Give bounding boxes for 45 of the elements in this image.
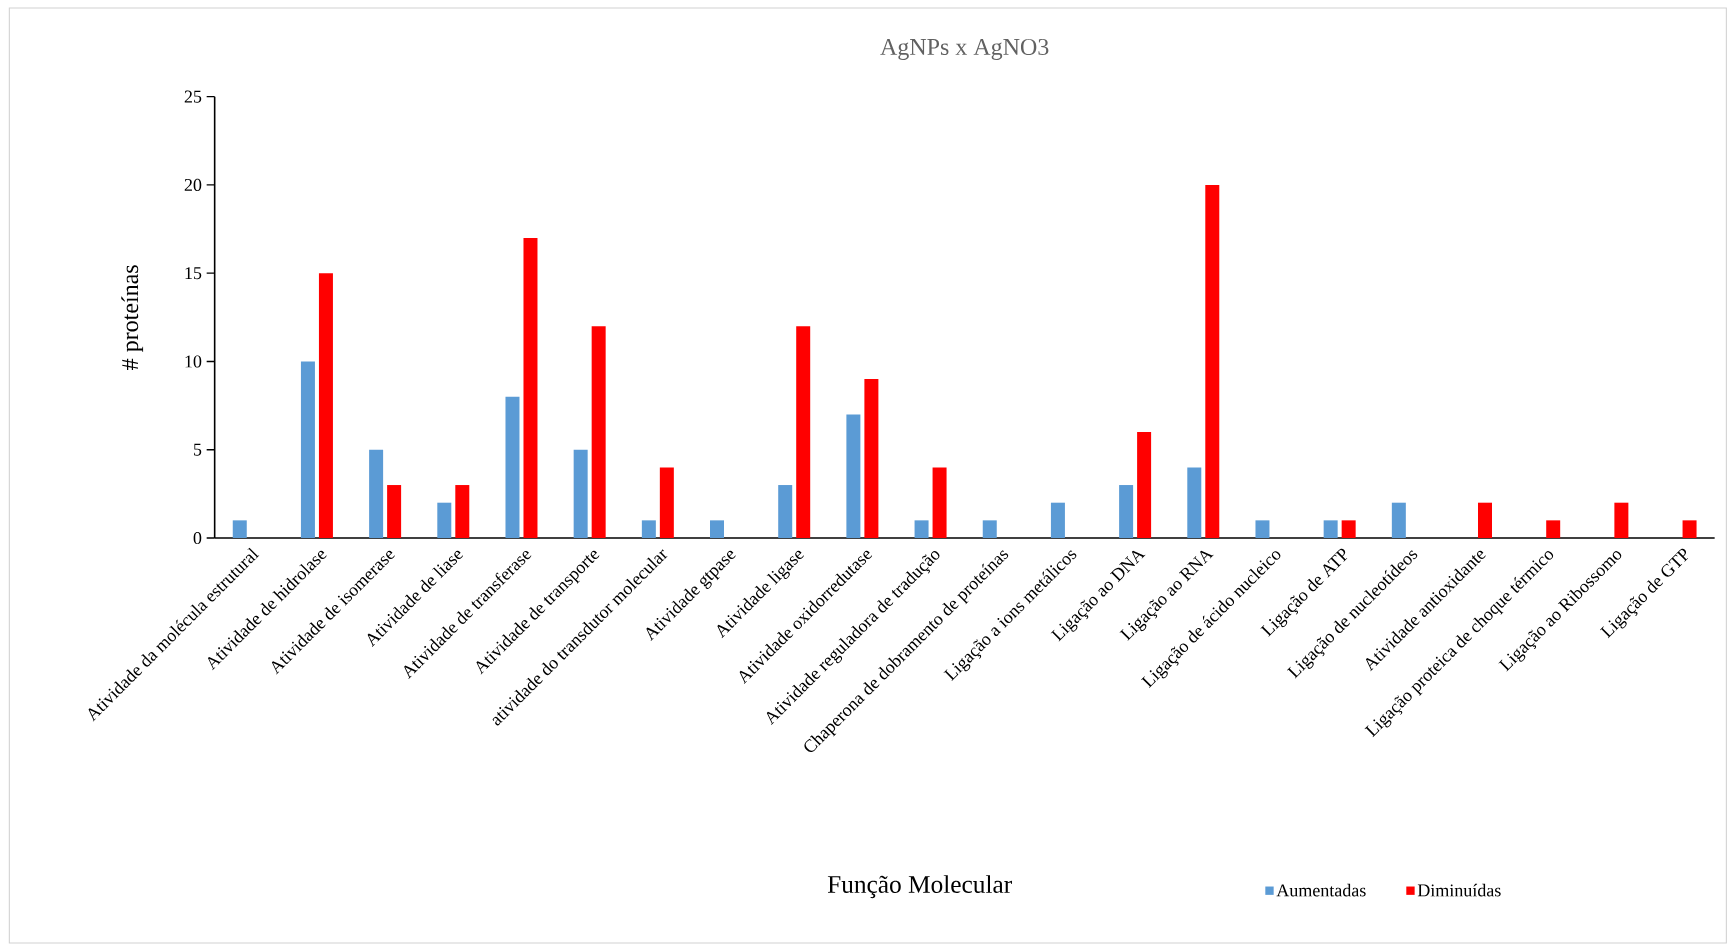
- bar: [387, 485, 402, 538]
- y-tick-label: 10: [185, 355, 202, 368]
- y-axis-title: # proteínas: [121, 265, 144, 370]
- bar: [710, 520, 725, 538]
- bar: [232, 520, 247, 538]
- bar: [1614, 502, 1629, 538]
- bar: [846, 414, 861, 538]
- legend-label: Diminuídas: [1417, 883, 1501, 897]
- bar: [1546, 520, 1561, 538]
- bar: [1119, 485, 1134, 538]
- bar: [505, 396, 520, 538]
- bar: [300, 361, 315, 538]
- bar: [1391, 502, 1406, 538]
- legend-label: Aumentadas: [1276, 883, 1366, 897]
- bar: [591, 326, 606, 538]
- bar: [982, 520, 997, 538]
- y-tick-label: 20: [184, 178, 202, 191]
- y-tick-label: 0: [193, 531, 202, 545]
- bar: [1205, 184, 1220, 538]
- y-tick-label: 5: [194, 443, 202, 456]
- bar: [1050, 502, 1065, 538]
- bar: [1187, 467, 1202, 538]
- bar: [796, 326, 811, 538]
- y-tick-label: 15: [185, 267, 202, 280]
- bar: [437, 502, 452, 538]
- bar: [369, 449, 384, 538]
- bar: [932, 467, 947, 538]
- bar: [914, 520, 929, 538]
- bar: [1478, 502, 1493, 538]
- bar: [523, 237, 538, 538]
- bar: [1341, 520, 1356, 538]
- bar: [1323, 520, 1338, 538]
- bar: [778, 485, 793, 538]
- y-tick-label: 25: [184, 90, 202, 103]
- bar: [641, 520, 656, 538]
- bar: [318, 273, 333, 538]
- bar: [1255, 520, 1270, 538]
- bar: [573, 449, 588, 538]
- bar: [1137, 432, 1152, 538]
- bar: [864, 379, 879, 538]
- chart-title: AgNPs x AgNO3: [880, 38, 1049, 60]
- bar: [1682, 520, 1697, 538]
- x-axis-title: Função Molecular: [827, 875, 1012, 899]
- bar: [455, 485, 470, 538]
- bar: [659, 467, 674, 538]
